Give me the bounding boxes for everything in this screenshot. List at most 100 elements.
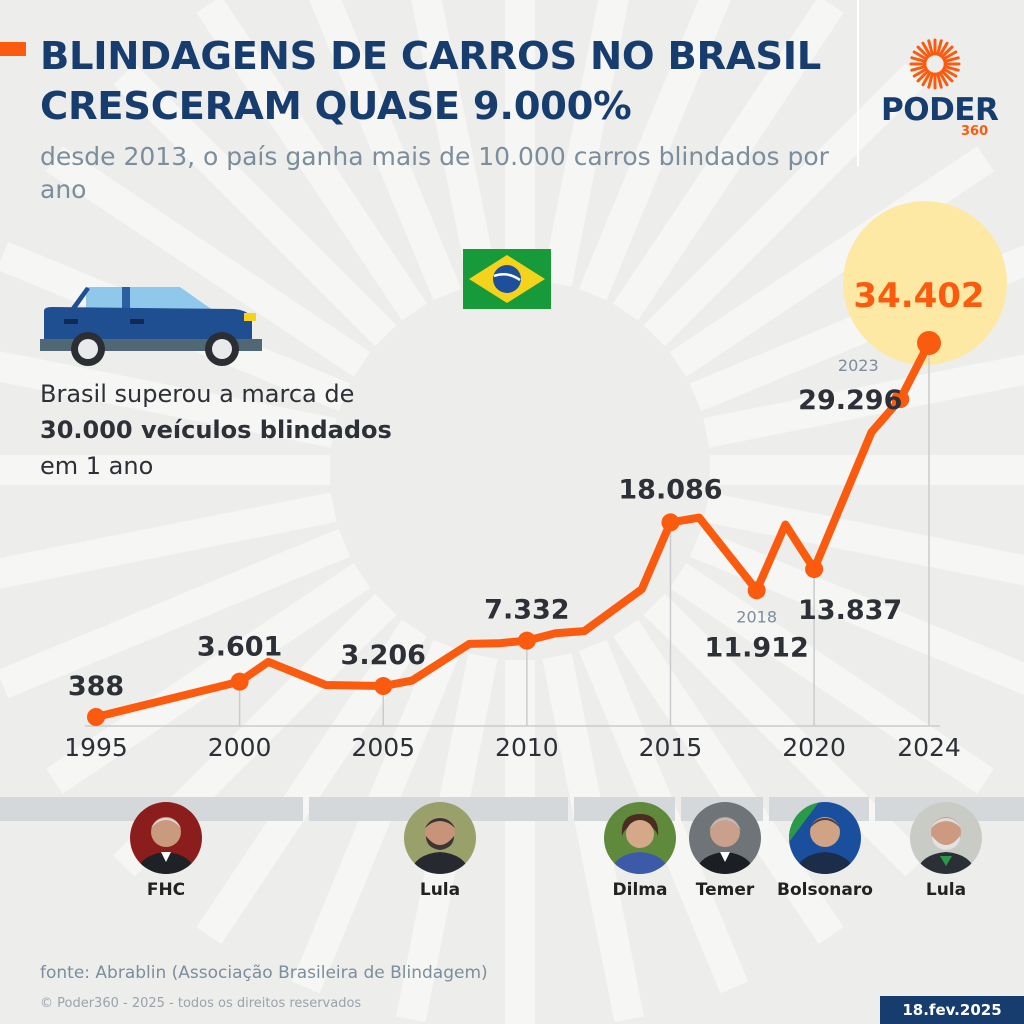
- copyright: © Poder360 - 2025 - todos os direitos re…: [40, 996, 362, 1011]
- sunburst-ray: [669, 563, 994, 794]
- data-point-2015: [661, 513, 680, 532]
- title-line-2: CRESCERAM QUASE 9.000%: [40, 84, 632, 129]
- president-lula: Lula: [385, 802, 495, 900]
- data-label-1995: 388: [68, 671, 124, 702]
- logo-ray: [921, 71, 932, 87]
- data-point-2023: [891, 390, 910, 409]
- sunburst-ray: [0, 528, 351, 699]
- sunburst-ray: [643, 593, 927, 877]
- publication-date: 18.fev.2025: [880, 996, 1024, 1024]
- logo-ray: [936, 72, 943, 89]
- avatar: [789, 802, 861, 874]
- logo-wordmark: PODER: [881, 92, 999, 128]
- sunburst-ray: [46, 563, 371, 794]
- source-note: fonte: Abrablin (Associação Brasileira d…: [40, 963, 488, 983]
- data-point-2010: [517, 631, 536, 650]
- president-name: Lula: [419, 880, 461, 900]
- avatar: [604, 802, 676, 874]
- subtitle: desde 2013, o país ganha mais de 10.000 …: [40, 142, 829, 204]
- data-label-2015: 18.086: [618, 474, 722, 505]
- x-tick-label-2010: 2010: [495, 733, 559, 762]
- logo-ray: [942, 50, 958, 61]
- portrait-icon: [689, 802, 761, 874]
- logo-ray: [940, 69, 954, 83]
- sunburst-ray: [613, 0, 844, 321]
- armored-car-icon: [40, 287, 262, 366]
- data-label-2018: 11.912: [705, 632, 809, 663]
- data-point-2005: [374, 677, 393, 696]
- sunburst-ray: [669, 146, 994, 377]
- sunburst-ray: [578, 0, 731, 301]
- x-tick-label-1995: 1995: [64, 733, 128, 762]
- data-point-2020: [805, 560, 824, 579]
- poder360-logo: PODER 360: [875, 36, 999, 146]
- logo-number: 360: [961, 124, 989, 139]
- logo-ray: [943, 65, 960, 72]
- sunburst-ray: [613, 619, 844, 944]
- logo-ray: [910, 56, 927, 63]
- highlight-note: Brasil superou a marca de 30.000 veículo…: [40, 376, 440, 484]
- president-name: Lula: [925, 880, 967, 900]
- data-label-2005: 3.206: [341, 640, 426, 671]
- sunburst-ray: [309, 0, 462, 301]
- data-point-1995: [87, 708, 105, 726]
- logo-ray: [938, 41, 949, 57]
- logo-ray: [916, 45, 930, 59]
- sunburst-ray: [689, 528, 1024, 695]
- sunburst-ray: [411, 0, 498, 287]
- x-tick-label-2020: 2020: [782, 733, 846, 762]
- portrait-icon: [604, 802, 676, 874]
- president-name: Dilma: [612, 880, 668, 900]
- peak-highlight-circle: [843, 201, 1007, 365]
- president-bolsonaro: Bolsonaro: [770, 802, 880, 900]
- president-fhc: FHC: [111, 802, 221, 900]
- president-dilma: Dilma: [585, 802, 695, 900]
- logo-ray: [940, 45, 954, 59]
- sunburst-ray: [542, 0, 629, 287]
- avatar: [689, 802, 761, 874]
- president-temer: Temer: [670, 802, 780, 900]
- year-label-2018: 2018: [736, 607, 777, 626]
- logo-ray: [916, 69, 930, 83]
- title-line-1: BLINDAGENS DE CARROS NO BRASIL: [40, 34, 822, 79]
- x-tick-label-2015: 2015: [639, 733, 703, 762]
- data-point-2000: [230, 672, 249, 691]
- data-label-2000: 3.601: [197, 632, 282, 663]
- logo-ray: [910, 65, 927, 72]
- x-tick-label-2000: 2000: [208, 733, 272, 762]
- logo-ray: [921, 41, 932, 57]
- page-title: BLINDAGENS DE CARROS NO BRASIL CRESCERAM…: [40, 32, 821, 132]
- sunburst-ray: [46, 146, 371, 377]
- note-line-1: Brasil superou a marca de: [40, 380, 355, 408]
- president-name: FHC: [146, 880, 186, 900]
- portrait-icon: [789, 802, 861, 874]
- avatar: [910, 802, 982, 874]
- avatar: [130, 802, 202, 874]
- line-chart: 388 3.601 3.206 7.332 18.086 11.912 2018 13.837…: [64, 201, 1007, 762]
- logo-ray: [938, 71, 949, 87]
- header-divider: [857, 0, 859, 166]
- year-label-2023: 2023: [838, 356, 879, 375]
- x-tick-label-2024: 2024: [897, 733, 961, 762]
- note-line-2: 30.000 veículos blindados: [40, 416, 392, 444]
- x-tick-label-2005: 2005: [351, 733, 415, 762]
- logo-ray: [942, 67, 958, 78]
- sunburst-ray: [0, 492, 337, 589]
- sunburst-ray: [703, 492, 1024, 586]
- sunburst-ray: [196, 0, 427, 321]
- logo-ray: [912, 67, 928, 78]
- sunburst-ray: [0, 351, 337, 448]
- logo-ray: [927, 72, 934, 89]
- president-lula-2: Lula: [891, 802, 1001, 900]
- sunburst-ray: [113, 63, 397, 347]
- sunburst-ray: [703, 354, 1024, 448]
- sunburst-ray: [542, 653, 644, 1023]
- brazil-flag-icon: [463, 249, 551, 309]
- president-name: Temer: [695, 880, 755, 900]
- data-point-2024: [917, 331, 941, 355]
- data-label-2024: 34.402: [853, 276, 984, 316]
- portrait-icon: [910, 802, 982, 874]
- data-label-2023: 29.296: [798, 385, 902, 416]
- president-name: Bolsonaro: [777, 880, 873, 900]
